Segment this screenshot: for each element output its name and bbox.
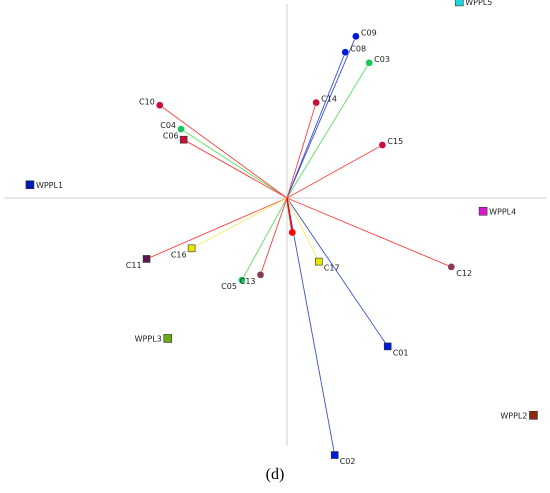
label-c04: C04	[160, 121, 176, 130]
vector-line-c08	[286, 52, 346, 199]
marker-c15	[378, 141, 387, 149]
loading-vectors	[146, 36, 452, 456]
label-c16: C16	[171, 250, 187, 259]
marker-c14	[312, 98, 320, 107]
vector-line-c05	[241, 197, 288, 281]
origin-marker	[288, 229, 296, 236]
marker-c02	[330, 451, 339, 459]
marker-c06	[179, 135, 188, 144]
marker-c13	[256, 271, 265, 279]
label-wppl5: WPPL5	[465, 0, 492, 7]
data-points	[25, 0, 538, 459]
panel-label: (d)	[265, 466, 285, 483]
label-c17: C17	[324, 264, 340, 273]
marker-wppl3	[163, 334, 173, 343]
marker-c12	[447, 263, 456, 271]
label-c10: C10	[139, 97, 155, 106]
vector-line-c16	[191, 197, 288, 249]
origin-vector-line	[286, 197, 294, 233]
marker-c17	[314, 257, 323, 266]
marker-c08	[341, 48, 350, 57]
label-c06: C06	[163, 132, 179, 141]
marker-c11	[142, 255, 151, 263]
label-c14: C14	[321, 95, 337, 104]
vector-line-c17	[286, 197, 320, 262]
vector-line-c12	[286, 197, 452, 268]
label-c09: C09	[361, 28, 377, 37]
vector-line-c13	[260, 197, 288, 275]
marker-wppl5	[454, 0, 464, 7]
marker-wppl1	[25, 180, 35, 190]
vector-line-c09	[286, 36, 357, 199]
label-wppl4: WPPL4	[489, 207, 516, 216]
marker-c05	[238, 276, 246, 284]
vector-line-c14	[286, 102, 317, 199]
vector-line-c02	[286, 197, 336, 456]
label-c01: C01	[393, 348, 409, 357]
label-wppl1: WPPL1	[36, 181, 63, 190]
marker-c03	[365, 59, 373, 67]
label-wppl2: WPPL2	[500, 411, 527, 420]
vector-line-c15	[286, 144, 383, 199]
label-c15: C15	[387, 137, 403, 146]
marker-wppl4	[478, 206, 488, 216]
point-labels: C01 C02 C03 C04 C05 C06 C08 C09 C10 C11 C12 C13 C14 C…	[36, 0, 528, 466]
marker-wppl2	[529, 410, 538, 420]
vector-line-c01	[286, 197, 389, 347]
marker-c10	[155, 101, 164, 110]
label-c03: C03	[374, 55, 390, 64]
vector-line-c10	[159, 104, 288, 199]
label-c02: C02	[340, 457, 356, 466]
label-c13: C13	[240, 277, 256, 286]
label-c11: C11	[126, 261, 142, 270]
marker-c04	[177, 125, 185, 133]
label-wppl3: WPPL3	[135, 334, 162, 343]
marker-c16	[187, 244, 196, 253]
vector-line-c03	[286, 62, 370, 199]
marker-c09	[352, 32, 360, 41]
vector-line-c04	[180, 128, 288, 199]
label-c12: C12	[456, 269, 472, 278]
vector-line-c11	[146, 197, 288, 260]
label-c05: C05	[221, 282, 237, 291]
marker-c01	[383, 342, 392, 351]
label-c08: C08	[350, 44, 366, 53]
vector-line-c06	[183, 139, 288, 199]
